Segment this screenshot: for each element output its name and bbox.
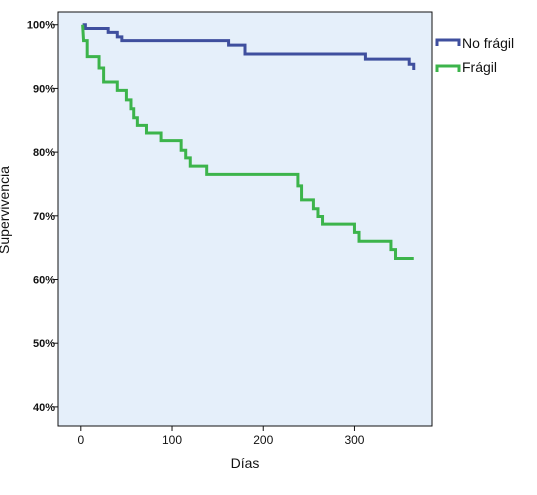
x-tick-label: 100	[162, 433, 182, 447]
series-line-no-fragil	[82, 23, 416, 70]
legend-item-no-fragil: No frágil	[435, 35, 514, 51]
series-lines	[81, 23, 416, 260]
x-axis: 0 100 200 300	[77, 426, 365, 447]
y-tick-label: 40%	[33, 402, 55, 414]
legend: No frágil Frágil	[435, 35, 514, 75]
y-tick-label: 60%	[33, 275, 55, 287]
x-tick-label: 0	[77, 433, 84, 447]
y-axis-title: Supervivencia	[0, 166, 12, 254]
legend-swatch-fragil	[435, 64, 461, 72]
legend-swatch-no-fragil	[435, 38, 461, 46]
x-tick-label: 200	[253, 433, 273, 447]
plot-area	[57, 11, 433, 427]
y-tick-label: 90%	[33, 83, 55, 95]
y-tick-label: 50%	[33, 338, 55, 350]
y-tick-label: 80%	[33, 147, 55, 159]
x-tick-label: 300	[344, 433, 364, 447]
y-axis: 40% 50% 60% 70% 80% 90% 100%	[27, 20, 58, 414]
legend-item-fragil: Frágil	[435, 59, 497, 75]
y-tick-label: 100%	[27, 20, 55, 32]
series-line-fragil	[81, 24, 414, 260]
legend-label-fragil: Frágil	[462, 59, 497, 75]
x-axis-title: Días	[231, 455, 260, 471]
y-tick-label: 70%	[33, 211, 55, 223]
legend-label-no-fragil: No frágil	[462, 35, 514, 51]
